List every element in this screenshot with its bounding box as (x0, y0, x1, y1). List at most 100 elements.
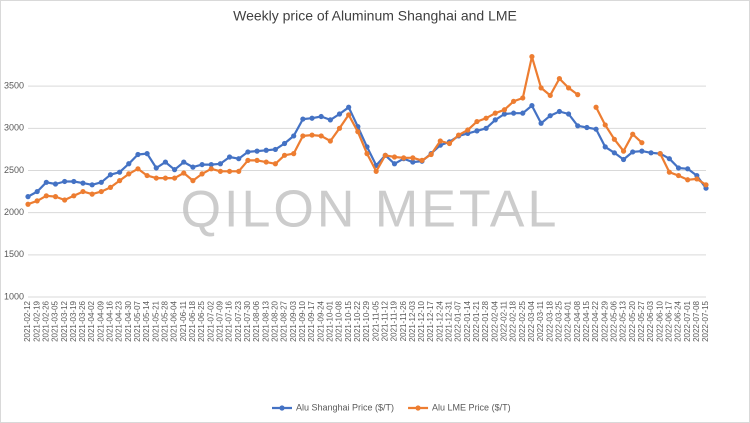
data-point (300, 116, 306, 122)
x-tick-label: 2021-04-09 (96, 300, 105, 341)
x-tick-label: 2022-01-21 (472, 300, 481, 341)
data-point (685, 177, 691, 183)
x-tick-label: 2022-04-29 (600, 300, 609, 341)
data-point (153, 175, 159, 181)
data-point (71, 178, 77, 185)
data-point (217, 168, 224, 174)
x-tick-label: 2021-07-09 (216, 300, 225, 341)
x-tick-label: 2021-11-26 (399, 300, 408, 341)
data-point (71, 193, 77, 199)
data-point (675, 165, 682, 171)
x-tick-label: 2021-08-13 (261, 300, 270, 341)
x-tick-label: 2021-03-19 (69, 300, 78, 341)
x-tick-label: 2021-10-15 (344, 300, 353, 341)
data-point (492, 110, 498, 116)
y-tick-label: 3000 (4, 123, 24, 133)
data-point (190, 178, 196, 184)
data-point (602, 122, 608, 128)
data-point (226, 168, 233, 174)
x-tick-label: 2021-05-14 (142, 300, 151, 341)
data-point (483, 125, 489, 131)
data-point (547, 113, 553, 119)
data-point (465, 127, 471, 133)
data-point (538, 85, 544, 91)
x-tick-label: 2021-04-23 (115, 300, 124, 341)
x-tick-label: 2021-11-12 (380, 300, 389, 341)
data-point (80, 180, 86, 186)
data-point (107, 184, 114, 190)
data-point (501, 107, 508, 113)
x-tick-label: 2021-09-10 (298, 300, 307, 341)
data-point (474, 118, 480, 125)
x-tick-label: 2021-07-02 (206, 300, 215, 341)
data-point (254, 148, 260, 154)
data-point (336, 111, 343, 117)
data-point (126, 171, 132, 177)
x-tick-label: 2021-08-27 (280, 300, 289, 341)
x-tick-label: 2022-05-20 (628, 300, 637, 341)
x-tick-label: 2022-02-25 (518, 300, 527, 341)
data-point (593, 104, 599, 110)
x-tick-label: 2021-05-07 (133, 300, 142, 341)
chart-title: Weekly price of Aluminum Shanghai and LM… (233, 8, 517, 24)
data-point (355, 129, 361, 135)
x-tick-label: 2021-12-17 (426, 300, 435, 341)
data-point (34, 198, 40, 204)
data-point (510, 98, 517, 104)
x-tick-label: 2022-03-11 (536, 300, 545, 341)
data-point (199, 161, 205, 168)
x-tick-label: 2022-07-08 (692, 300, 701, 341)
x-tick-label: 2021-07-23 (234, 300, 243, 341)
data-point (199, 171, 205, 177)
data-point (474, 128, 480, 134)
x-tick-label: 2021-12-31 (445, 300, 454, 341)
data-point (575, 123, 581, 129)
x-tick-label: 2021-06-25 (197, 300, 206, 341)
data-point (694, 176, 700, 182)
x-tick-label: 2022-07-15 (701, 300, 710, 341)
data-point (181, 170, 187, 176)
data-point (703, 182, 709, 188)
data-point (401, 155, 407, 161)
data-point (327, 117, 333, 123)
x-tick-label: 2021-03-26 (78, 300, 87, 341)
data-point (117, 169, 123, 175)
x-tick-label: 2022-06-10 (655, 300, 664, 341)
x-tick-label: 2021-10-08 (335, 300, 344, 341)
data-point (639, 140, 645, 146)
data-point (391, 161, 398, 167)
data-point (43, 179, 49, 185)
data-point (336, 125, 343, 131)
data-point (620, 156, 627, 163)
data-point (630, 131, 636, 137)
data-point (318, 113, 324, 120)
x-tick-label: 2022-01-14 (463, 300, 472, 341)
data-point (80, 188, 86, 195)
data-point (593, 126, 599, 132)
data-point (685, 166, 691, 172)
data-point (520, 95, 526, 101)
data-point (98, 179, 104, 185)
data-point (373, 168, 379, 174)
data-point (171, 175, 178, 181)
data-point (575, 92, 581, 98)
x-tick-label: 2022-07-01 (683, 300, 692, 341)
data-point (226, 154, 233, 160)
x-tick-label: 2022-04-01 (564, 300, 573, 341)
data-point (144, 151, 150, 157)
data-point (25, 194, 31, 200)
x-tick-label: 2021-04-16 (106, 300, 115, 341)
data-point (236, 156, 242, 162)
data-point (162, 175, 169, 181)
x-tick-label: 2022-06-03 (646, 300, 655, 341)
data-point (300, 133, 306, 139)
legend-marker (279, 405, 285, 411)
data-point (236, 168, 242, 174)
data-point (208, 161, 214, 168)
x-tick-label: 2021-12-24 (435, 300, 444, 341)
x-tick-label: 2021-08-20 (270, 300, 279, 341)
data-point (245, 149, 251, 155)
data-point (410, 155, 416, 161)
